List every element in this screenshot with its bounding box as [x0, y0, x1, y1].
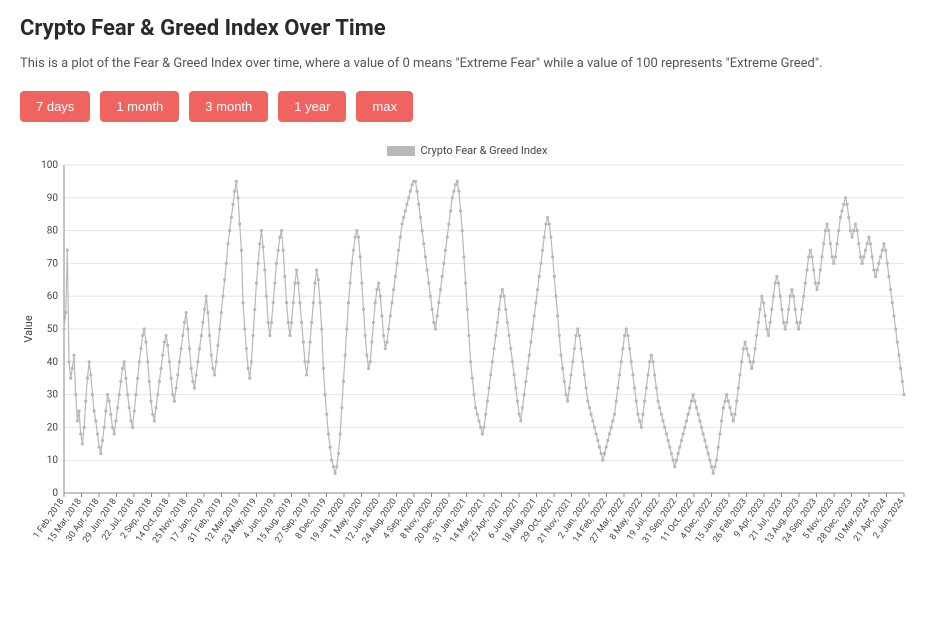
svg-text:50: 50 — [47, 324, 59, 335]
range-3-month-button[interactable]: 3 month — [189, 91, 268, 122]
svg-text:80: 80 — [47, 226, 59, 237]
svg-text:40: 40 — [47, 357, 59, 368]
range-1-month-button[interactable]: 1 month — [100, 91, 179, 122]
legend-swatch — [387, 146, 415, 156]
range-max-button[interactable]: max — [356, 91, 413, 122]
svg-text:Value: Value — [22, 315, 35, 342]
range-1-year-button[interactable]: 1 year — [278, 91, 346, 122]
svg-text:70: 70 — [47, 259, 59, 270]
svg-text:100: 100 — [41, 160, 58, 171]
svg-text:60: 60 — [47, 291, 59, 302]
page-title: Crypto Fear & Greed Index Over Time — [20, 16, 914, 41]
fear-greed-chart: 01020304050607080901001 Feb, 201815 Mar,… — [20, 159, 914, 579]
svg-text:20: 20 — [47, 423, 59, 434]
legend-label: Crypto Fear & Greed Index — [421, 144, 548, 157]
time-range-buttons: 7 days 1 month 3 month 1 year max — [20, 91, 914, 122]
svg-text:10: 10 — [47, 455, 59, 466]
chart-container: Crypto Fear & Greed Index 01020304050607… — [20, 144, 914, 579]
svg-text:30: 30 — [47, 390, 59, 401]
range-7-days-button[interactable]: 7 days — [20, 91, 90, 122]
chart-legend: Crypto Fear & Greed Index — [20, 144, 914, 157]
page-subtitle: This is a plot of the Fear & Greed Index… — [20, 55, 914, 73]
svg-text:90: 90 — [47, 193, 59, 204]
